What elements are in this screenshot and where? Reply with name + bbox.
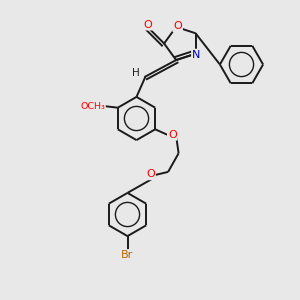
Text: O: O	[168, 130, 177, 140]
Text: O: O	[143, 20, 152, 30]
Text: H: H	[132, 68, 140, 78]
Text: Br: Br	[122, 250, 134, 260]
Text: N: N	[192, 50, 200, 60]
Text: O: O	[173, 21, 182, 32]
Text: O: O	[146, 169, 155, 179]
Text: OCH₃: OCH₃	[80, 102, 105, 111]
